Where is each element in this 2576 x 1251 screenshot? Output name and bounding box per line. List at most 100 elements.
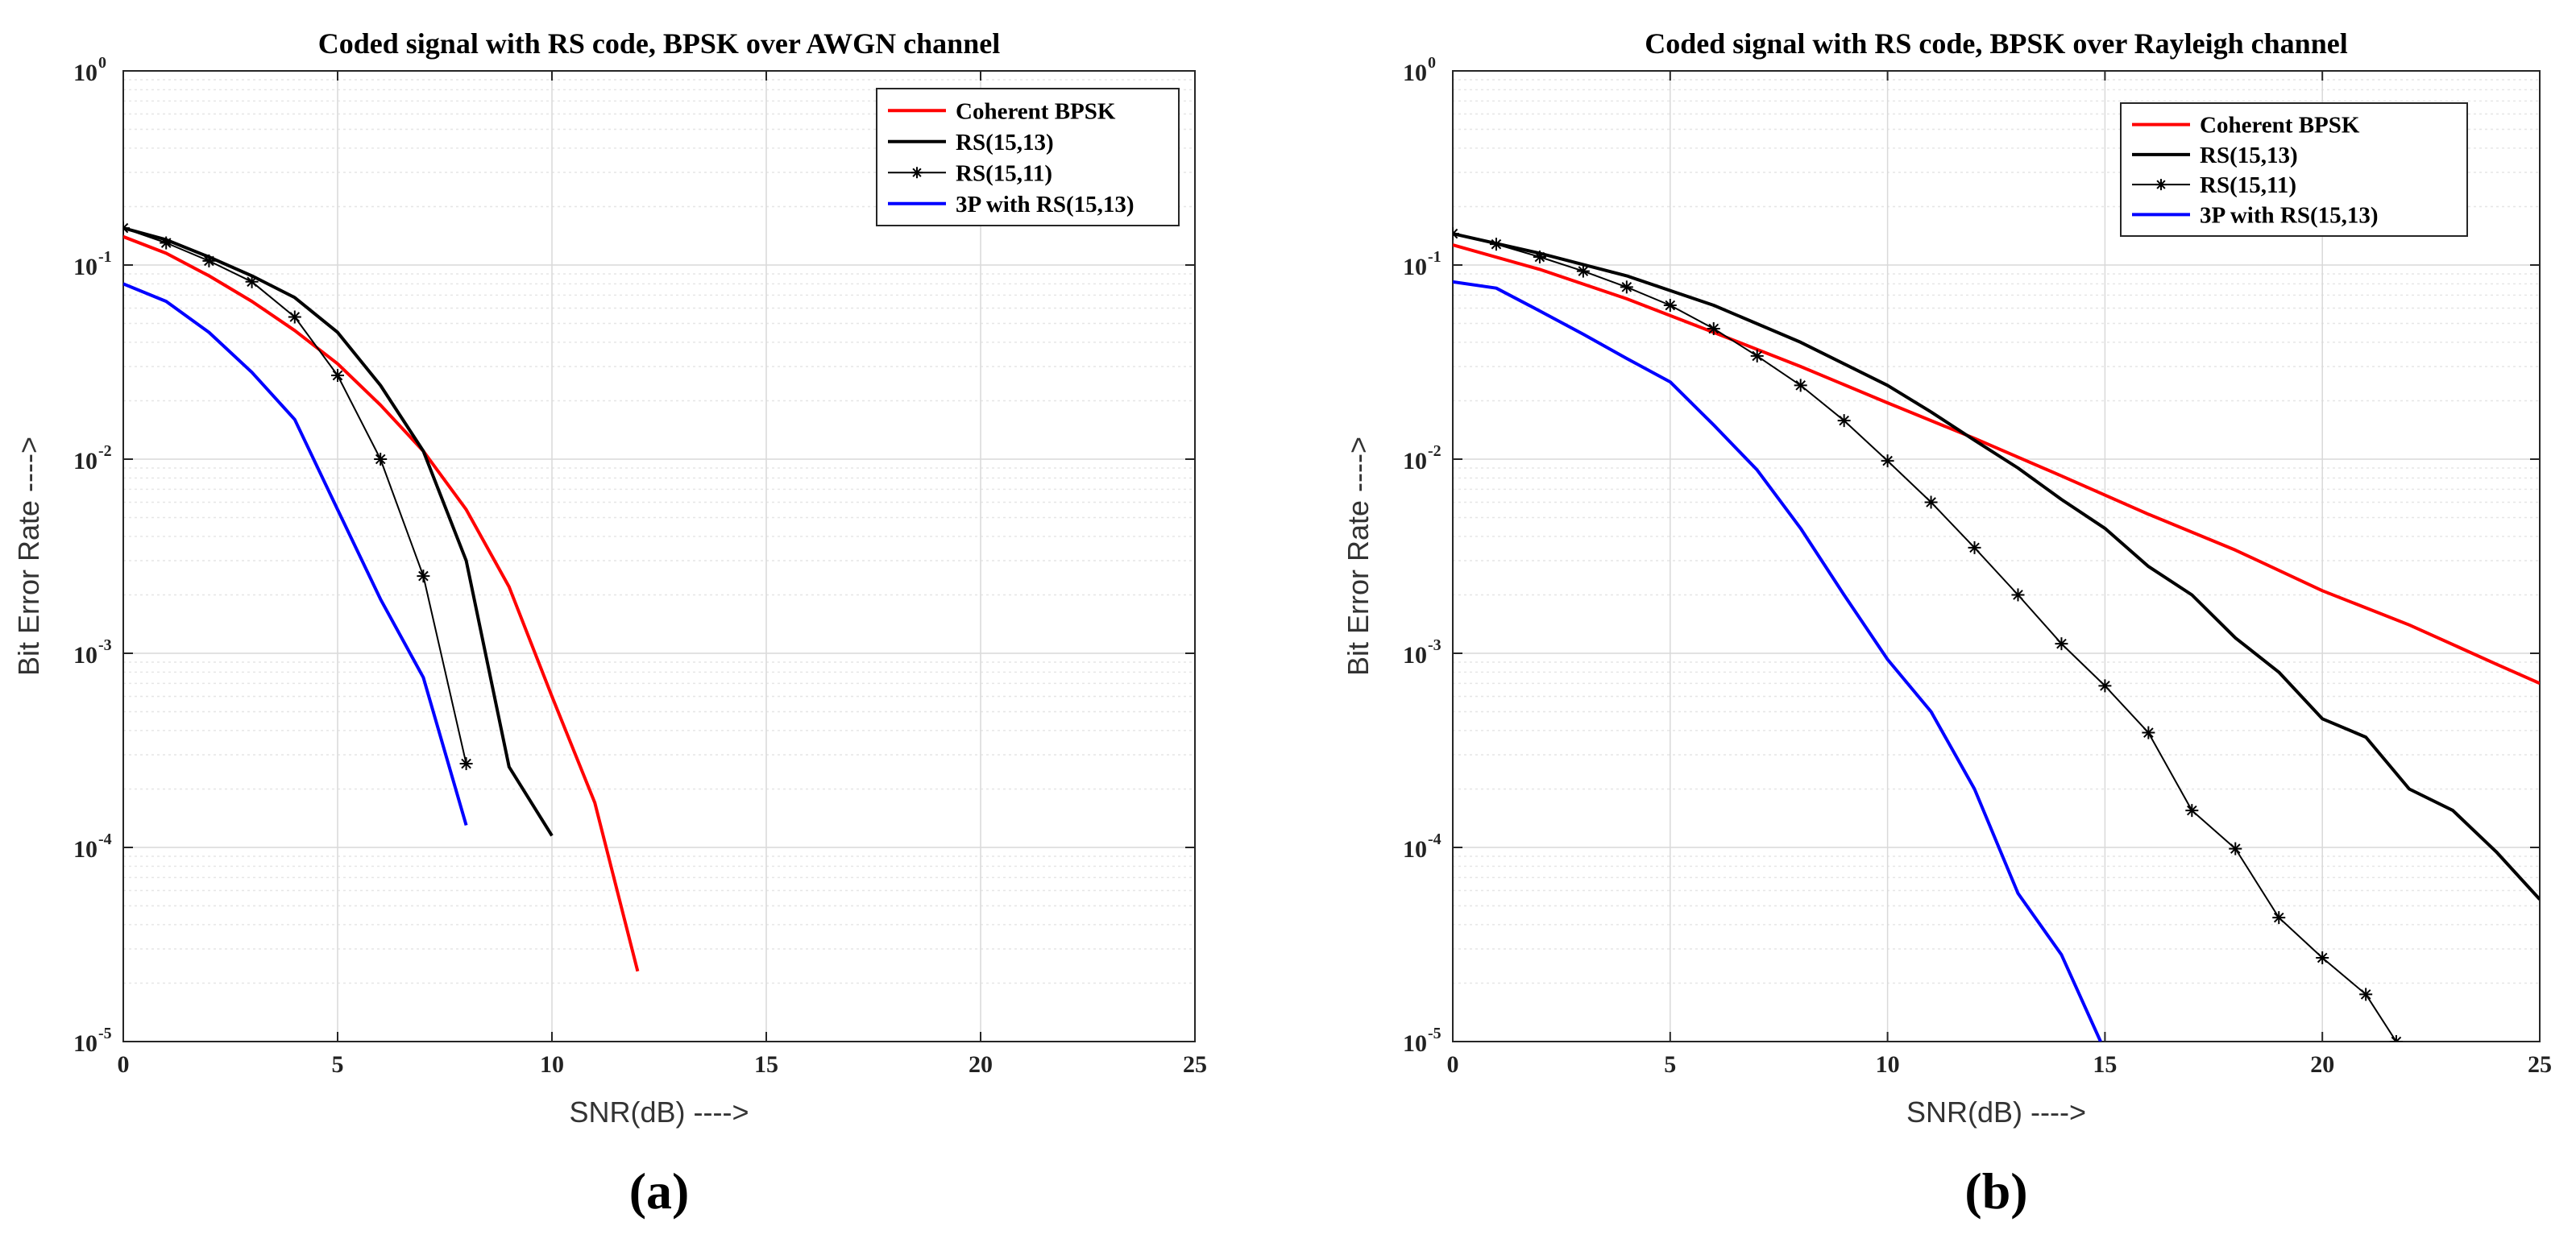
legend-item: 3P with RS(15,13) xyxy=(2132,202,2379,228)
x-tick-label: 20 xyxy=(2310,1051,2334,1078)
chart-title: Coded signal with RS code, BPSK over Ray… xyxy=(1645,27,2347,60)
legend-item: RS(15,11) xyxy=(2132,172,2296,198)
marker-stroke xyxy=(332,370,343,381)
data-point-marker xyxy=(1837,414,1851,428)
data-point-marker xyxy=(123,222,130,235)
y-tick-base: 10 xyxy=(1403,642,1427,669)
data-point-marker xyxy=(1924,495,1938,509)
x-tick-label: 5 xyxy=(1664,1051,1676,1078)
marker-stroke xyxy=(1926,497,1936,507)
y-tick-exponent: -1 xyxy=(98,248,112,266)
y-tick-label: 10 -2 xyxy=(73,442,112,474)
legend-item: Coherent BPSK xyxy=(888,98,1116,124)
marker-stroke xyxy=(204,255,214,267)
data-point-marker xyxy=(2359,988,2373,1001)
marker-stroke xyxy=(2391,1036,2398,1042)
marker-stroke xyxy=(375,454,386,465)
data-layer xyxy=(123,222,640,972)
marker-stroke xyxy=(289,312,301,322)
y-tick-base: 10 xyxy=(73,254,97,280)
x-tick-label: 25 xyxy=(1183,1051,1207,1078)
legend-item: RS(15,11) xyxy=(888,160,1052,186)
y-tick-label: 10 -4 xyxy=(1403,831,1441,863)
legend: Coherent BPSK RS(15,13) RS(15,11) 3P with R… xyxy=(2120,102,2468,237)
axes-box xyxy=(122,70,1196,1042)
series-line-rs-15-13- xyxy=(123,226,554,837)
legend-label: RS(15,11) xyxy=(2200,172,2296,198)
y-tick-label: 10 0 xyxy=(73,54,106,86)
legend: Coherent BPSK RS(15,13) RS(15,11) 3P with R… xyxy=(876,88,1180,226)
data-point-marker xyxy=(2011,588,2025,602)
data-point-marker xyxy=(1881,454,1894,468)
data-point-marker xyxy=(1576,264,1590,278)
marker-stroke xyxy=(2273,912,2284,923)
marker-stroke xyxy=(1752,350,1763,362)
series-line-rs-15-13- xyxy=(1453,232,2540,901)
marker-stroke xyxy=(2360,989,2371,1000)
plot-area xyxy=(123,71,1195,1042)
grid xyxy=(1452,70,2541,1042)
x-tick-label: 15 xyxy=(754,1051,778,1078)
y-axis-label: Bit Error Rate ----> xyxy=(12,437,45,676)
y-tick-exponent: -3 xyxy=(1428,636,1441,654)
data-point-marker xyxy=(1750,349,1764,362)
marker-stroke xyxy=(2395,1036,2402,1042)
y-tick-base: 10 xyxy=(73,448,97,474)
panel-label: (a) xyxy=(629,1162,690,1220)
data-layer xyxy=(1453,227,2540,1042)
marker-stroke xyxy=(123,222,129,230)
x-axis-label: SNR(dB) ----> xyxy=(570,1096,749,1129)
y-tick-exponent: 0 xyxy=(98,54,106,72)
data-point-marker xyxy=(288,310,301,324)
legend-marker xyxy=(912,168,922,177)
x-tick-label: 0 xyxy=(118,1051,130,1078)
data-point-marker xyxy=(2229,842,2242,855)
y-tick-base: 10 xyxy=(73,642,97,669)
y-tick-exponent: -1 xyxy=(1428,248,1441,266)
marker-stroke xyxy=(1453,232,1458,239)
x-tick-label: 0 xyxy=(1447,1051,1459,1078)
y-tick-base: 10 xyxy=(73,60,97,86)
marker-stroke xyxy=(1453,228,1458,235)
chart-title: Coded signal with RS code, BPSK over AWG… xyxy=(318,27,1000,60)
y-tick-label: 10 -5 xyxy=(73,1025,112,1057)
data-point-marker xyxy=(1489,238,1503,251)
series-line-coherent-bpsk xyxy=(123,234,640,972)
data-point-marker xyxy=(2055,637,2068,651)
marker-stroke xyxy=(1795,380,1806,391)
marker-stroke xyxy=(461,758,471,769)
y-tick-base: 10 xyxy=(1403,836,1427,863)
data-point-marker xyxy=(1794,379,1807,392)
x-axis-label: SNR(dB) ----> xyxy=(1906,1096,2086,1129)
legend-label: RS(15,11) xyxy=(956,160,1052,186)
marker-stroke xyxy=(1969,542,1980,553)
y-tick-label: 10 -1 xyxy=(1403,248,1441,280)
y-tick-base: 10 xyxy=(1403,254,1427,280)
y-tick-label: 10 -4 xyxy=(73,831,112,863)
series-line-3p-with-rs-15-13- xyxy=(123,282,468,826)
y-tick-exponent: 0 xyxy=(1428,54,1436,72)
y-tick-label: 10 -1 xyxy=(73,248,112,280)
marker-stroke xyxy=(2100,681,2110,691)
data-point-marker xyxy=(245,275,259,288)
marker-stroke xyxy=(160,238,172,248)
series-line-3p-with-rs-15-13- xyxy=(1453,280,2102,1042)
data-point-marker xyxy=(1620,280,1633,294)
y-tick-exponent: -4 xyxy=(1428,831,1441,848)
data-point-marker xyxy=(459,757,473,771)
marker-stroke xyxy=(2143,727,2154,738)
y-tick-exponent: -5 xyxy=(98,1025,112,1042)
panel-label: (b) xyxy=(1964,1162,2027,1220)
axes-box xyxy=(1452,70,2541,1042)
x-tick-label: 5 xyxy=(332,1051,344,1078)
legend-marker xyxy=(2156,180,2166,189)
legend-item: RS(15,13) xyxy=(888,130,1054,155)
marker-stroke xyxy=(1578,266,1589,276)
y-tick-exponent: -2 xyxy=(1428,442,1441,460)
y-tick-exponent: -4 xyxy=(98,831,112,848)
data-point-marker xyxy=(2185,804,2199,818)
legend-item: 3P with RS(15,13) xyxy=(888,192,1135,217)
